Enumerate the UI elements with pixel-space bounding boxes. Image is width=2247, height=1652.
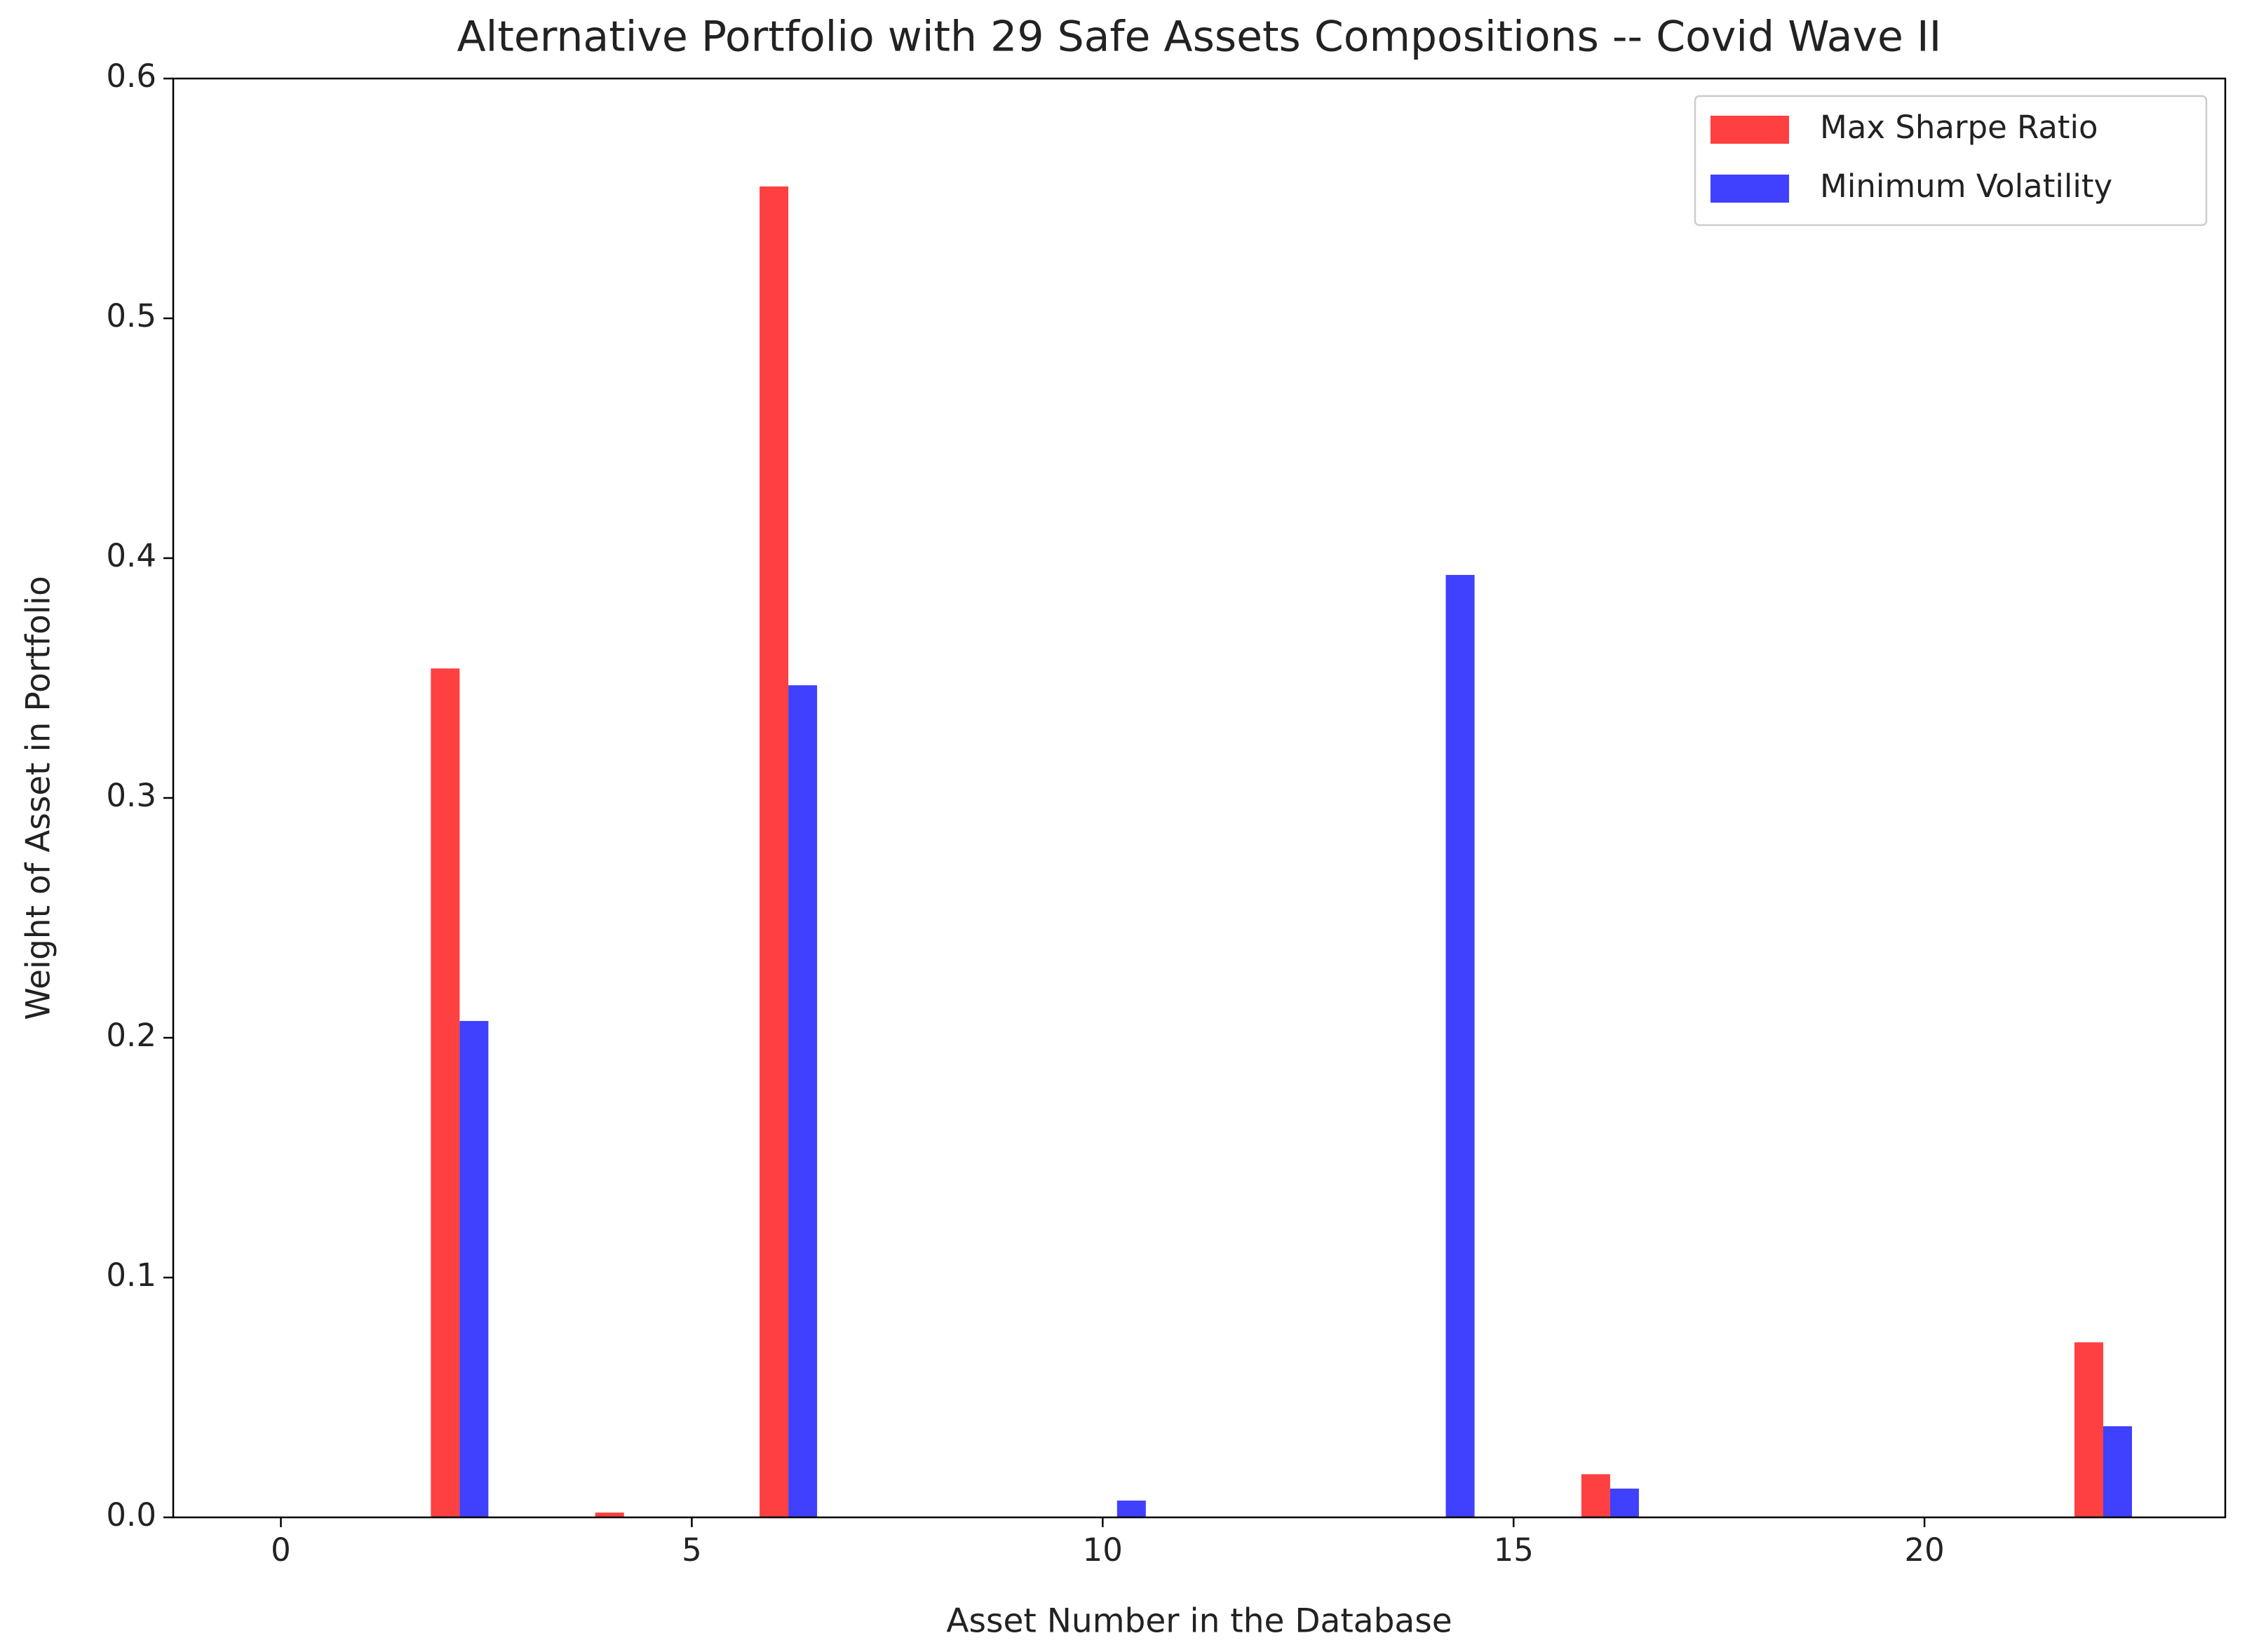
legend-label: Minimum Volatility	[1820, 168, 2112, 205]
bar	[459, 1021, 489, 1517]
bar	[1445, 574, 1475, 1518]
y-tick-label: 0.2	[106, 1017, 156, 1054]
bar	[788, 685, 818, 1517]
y-axis-label: Weight of Asset in Portfolio	[20, 576, 58, 1020]
x-tick-label: 5	[682, 1531, 702, 1569]
legend-swatch	[1710, 116, 1789, 144]
bar	[2074, 1342, 2103, 1517]
legend-swatch	[1710, 175, 1789, 203]
bar	[2103, 1426, 2132, 1517]
chart-title: Alternative Portfolio with 29 Safe Asset…	[457, 13, 1942, 62]
y-tick-label: 0.3	[106, 777, 156, 814]
bar	[1610, 1488, 1639, 1517]
x-axis-label: Asset Number in the Database	[946, 1602, 1452, 1641]
x-tick-label: 10	[1083, 1531, 1123, 1569]
legend-label: Max Sharpe Ratio	[1820, 109, 2098, 146]
y-tick-label: 0.0	[106, 1496, 156, 1533]
legend-box	[1694, 95, 2208, 226]
x-tick-label: 20	[1904, 1531, 1944, 1569]
x-tick-label: 0	[271, 1531, 291, 1569]
x-tick-label: 15	[1494, 1531, 1534, 1569]
bar	[595, 1512, 624, 1517]
bar	[431, 668, 460, 1517]
y-tick-label: 0.5	[106, 297, 156, 334]
bar	[760, 186, 789, 1517]
y-tick-label: 0.1	[106, 1257, 156, 1294]
bar	[1581, 1474, 1610, 1517]
bar	[1116, 1501, 1146, 1517]
legend: Max Sharpe Ratio Minimum Volatility	[1694, 95, 2208, 226]
y-tick-label: 0.6	[106, 57, 156, 95]
y-tick-label: 0.4	[106, 537, 156, 574]
